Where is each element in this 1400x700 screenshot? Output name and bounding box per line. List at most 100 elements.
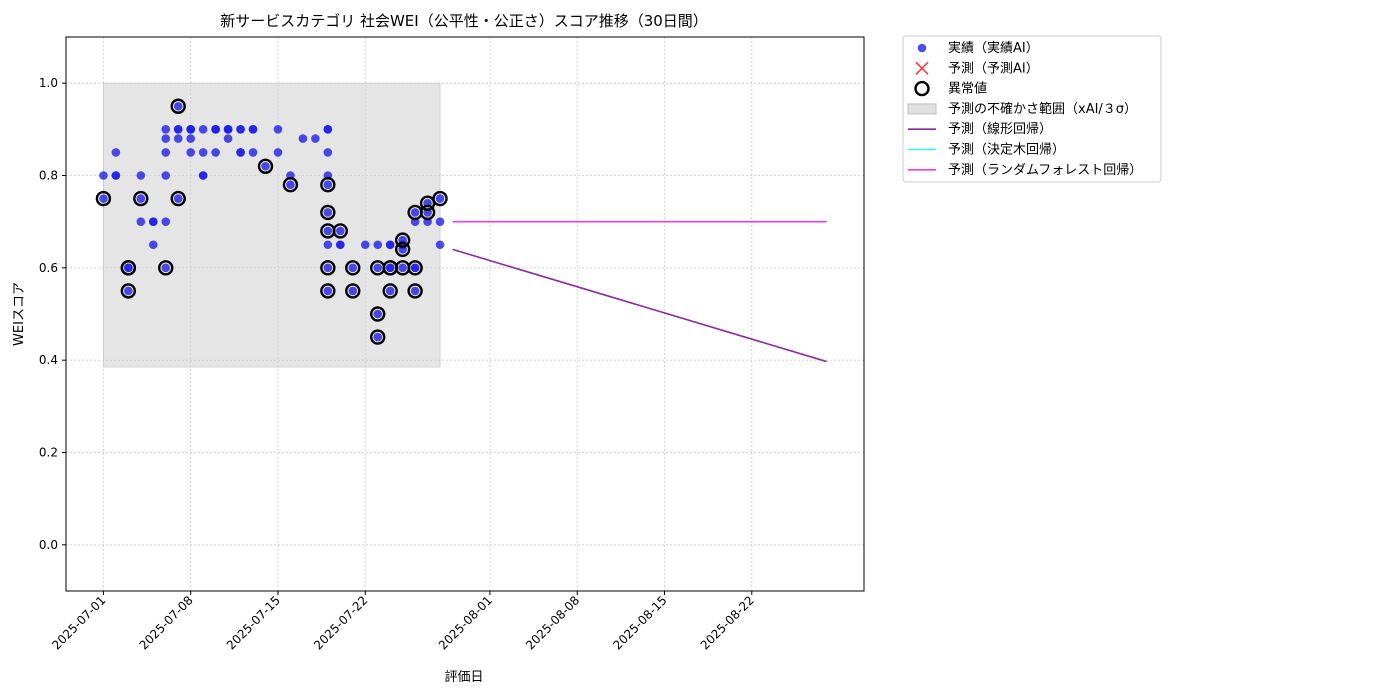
- anomaly-marker: [407, 283, 423, 299]
- anomaly-marker: [345, 260, 361, 276]
- actual-point: [161, 217, 171, 226]
- uncertainty-band: [103, 82, 441, 368]
- actual-point: [236, 125, 245, 134]
- actual-point: [211, 148, 220, 157]
- actual-point: [198, 171, 208, 180]
- actual-point: [373, 240, 383, 250]
- actual-point: [124, 286, 133, 296]
- anomaly-marker: [370, 306, 386, 322]
- actual-point: [161, 263, 171, 273]
- actual-point: [161, 171, 171, 180]
- anomaly-marker: [320, 204, 336, 221]
- anomaly-marker: [320, 177, 336, 193]
- anomaly-marker: [332, 223, 349, 239]
- actual-point: [186, 148, 195, 157]
- actual-point: [248, 125, 258, 134]
- y-tick-label: 0.2: [39, 446, 58, 460]
- actual-point: [336, 240, 345, 250]
- anomaly-marker: [158, 260, 174, 276]
- actual-point: [323, 208, 333, 217]
- actual-point: [410, 263, 420, 273]
- actual-point: [273, 148, 283, 157]
- actual-point: [323, 180, 333, 190]
- actual-point: [136, 171, 146, 180]
- anomaly-marker: [320, 260, 336, 276]
- anomaly-marker: [320, 283, 336, 299]
- actual-point: [336, 226, 345, 236]
- actual-point: [410, 208, 420, 217]
- forecast-line-0: [452, 248, 827, 363]
- actual-point: [111, 148, 121, 157]
- actual-point: [223, 125, 233, 134]
- anomaly-marker: [170, 98, 186, 114]
- legend-label: 実績（実績AI）: [948, 40, 1039, 56]
- uncertainty-band-rect: [103, 82, 441, 368]
- anomaly-marker: [345, 283, 361, 299]
- legend-label: 予測（予測AI）: [948, 61, 1039, 76]
- actual-point: [136, 217, 146, 226]
- legend-swatch-circle: [914, 80, 930, 97]
- x-tick-label: 2025-08-08: [523, 593, 582, 652]
- actual-point: [323, 240, 333, 250]
- actual-point: [435, 240, 445, 250]
- actual-point: [323, 226, 333, 236]
- y-tick-label: 0.0: [39, 538, 58, 552]
- legend-label: 予測の不確かさ範囲（xAI/３σ）: [948, 101, 1137, 117]
- actual-point: [173, 101, 183, 111]
- anomaly-marker: [257, 158, 274, 174]
- actual-point: [410, 286, 420, 296]
- actual-point: [236, 148, 245, 157]
- legend-frame: [902, 35, 1162, 183]
- legend-label: 予測（ランダムフォレスト回帰）: [948, 162, 1142, 178]
- actual-point: [124, 263, 133, 273]
- actual-point: [173, 194, 183, 203]
- anomaly-marker: [120, 283, 137, 299]
- actual-point: [248, 148, 258, 157]
- actual-point: [311, 134, 320, 143]
- anomaly-marker: [407, 260, 423, 276]
- plot-frame: [65, 36, 865, 592]
- actual-point: [385, 240, 395, 250]
- actual-point: [161, 148, 171, 157]
- actual-points: [99, 101, 445, 342]
- actual-point: [198, 125, 208, 134]
- x-tick-label: 2025-07-22: [311, 593, 370, 652]
- legend-label: 異常値: [948, 81, 987, 97]
- actual-point: [298, 134, 308, 143]
- actual-point: [173, 125, 183, 134]
- actual-point: [186, 125, 195, 134]
- actual-point: [348, 263, 358, 273]
- actual-point: [186, 134, 195, 143]
- anomaly-marker: [419, 204, 436, 221]
- x-tick-label: 2025-08-22: [698, 593, 757, 652]
- actual-point: [161, 125, 171, 134]
- actual-point: [148, 217, 158, 226]
- actual-point: [385, 286, 395, 296]
- actual-point: [385, 263, 395, 273]
- legend-swatch-x: [915, 61, 929, 75]
- actual-point: [99, 171, 108, 180]
- actual-point: [99, 194, 108, 203]
- actual-point: [148, 240, 158, 250]
- actual-point: [261, 161, 270, 171]
- anomaly-marker: [133, 190, 149, 207]
- x-tick-label: 2025-07-01: [49, 593, 108, 652]
- actual-point: [435, 194, 445, 203]
- forecast-lines: [452, 220, 827, 363]
- anomaly-marker: [382, 260, 398, 276]
- actual-point: [273, 125, 283, 134]
- actual-point: [223, 134, 233, 143]
- actual-point: [348, 286, 358, 296]
- actual-point: [286, 180, 295, 190]
- y-tick-label: 0.6: [39, 261, 58, 275]
- actual-point: [323, 125, 333, 134]
- anomaly-markers: [95, 98, 448, 345]
- anomaly-marker: [432, 190, 448, 207]
- actual-point: [136, 194, 146, 203]
- x-tick-label: 2025-08-15: [610, 593, 669, 652]
- actual-point: [111, 171, 121, 180]
- y-axis-title: WEIスコア: [12, 282, 27, 346]
- anomaly-marker: [282, 177, 299, 193]
- x-tick-label: 2025-08-01: [436, 593, 495, 652]
- actual-point: [360, 240, 370, 250]
